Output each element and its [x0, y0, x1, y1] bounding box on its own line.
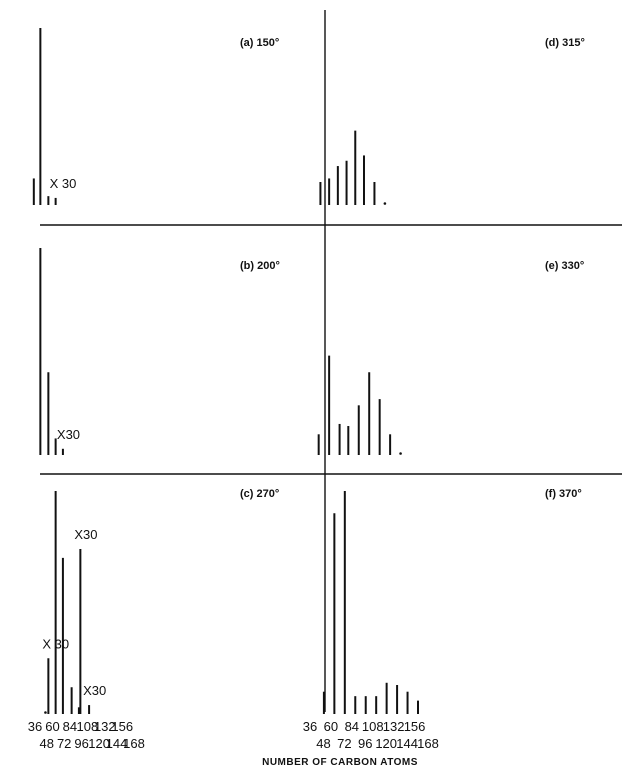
spectra-panels: (a) 150° X 30 (b) 200° X30 (c) 270° X 30 X30 X3… [32, 28, 585, 714]
x-tick-label: 108 [77, 719, 99, 734]
x-tick-label: 144 [106, 736, 128, 751]
spectrum-panel: (b) 200° X30 [39, 248, 280, 455]
spectrum-panel: (a) 150° X 30 [32, 28, 279, 205]
x-tick-label: 168 [417, 736, 439, 751]
panel-title: (e) 330° [545, 260, 584, 272]
panel-dividers [40, 10, 622, 712]
scale-annotation: X 30 [50, 176, 77, 191]
scale-annotation: X30 [83, 683, 106, 698]
x-axis-title: NUMBER OF CARBON ATOMS [262, 757, 418, 768]
x-tick-label: 60 [45, 719, 59, 734]
x-tick-label: 156 [111, 719, 133, 734]
x-tick-label: 96 [74, 736, 88, 751]
panel-title: (f) 370° [545, 488, 582, 500]
spectrum-peak [383, 202, 387, 205]
x-tick-label: 96 [358, 736, 372, 751]
scale-annotation: X 30 [42, 636, 69, 651]
x-tick-label: 84 [345, 719, 359, 734]
x-tick-label: 36 [303, 719, 317, 734]
panel-title: (c) 270° [240, 488, 279, 500]
panel-title: (a) 150° [240, 37, 279, 49]
x-tick-label: 36 [28, 719, 42, 734]
x-tick-label: 120 [375, 736, 397, 751]
x-tick-label: 48 [39, 736, 53, 751]
x-tick-label: 132 [94, 719, 116, 734]
x-tick-label: 84 [63, 719, 77, 734]
x-tick-label: 168 [123, 736, 145, 751]
spectrum-panel: (c) 270° X 30 X30 X30 [42, 488, 279, 714]
panel-title: (d) 315° [545, 37, 585, 49]
x-tick-label: 120 [88, 736, 110, 751]
x-tick-label: 72 [57, 736, 71, 751]
scale-annotation: X30 [74, 527, 97, 542]
spectrum-panel: (f) 370° [322, 488, 582, 714]
spectrum-panel: (d) 315° [319, 37, 585, 205]
scale-annotation: X30 [57, 427, 80, 442]
spectrum-peak [44, 711, 47, 714]
x-tick-label: 144 [396, 736, 418, 751]
panel-title: (b) 200° [240, 260, 280, 272]
x-tick-label: 108 [362, 719, 384, 734]
x-tick-label: 48 [316, 736, 330, 751]
spectrum-panel: (e) 330° [317, 260, 584, 455]
x-tick-label: 156 [404, 719, 426, 734]
x-tick-label: 72 [337, 736, 351, 751]
x-tick-label: 60 [324, 719, 338, 734]
spectrum-peak [399, 452, 402, 455]
x-tick-label: 132 [383, 719, 405, 734]
